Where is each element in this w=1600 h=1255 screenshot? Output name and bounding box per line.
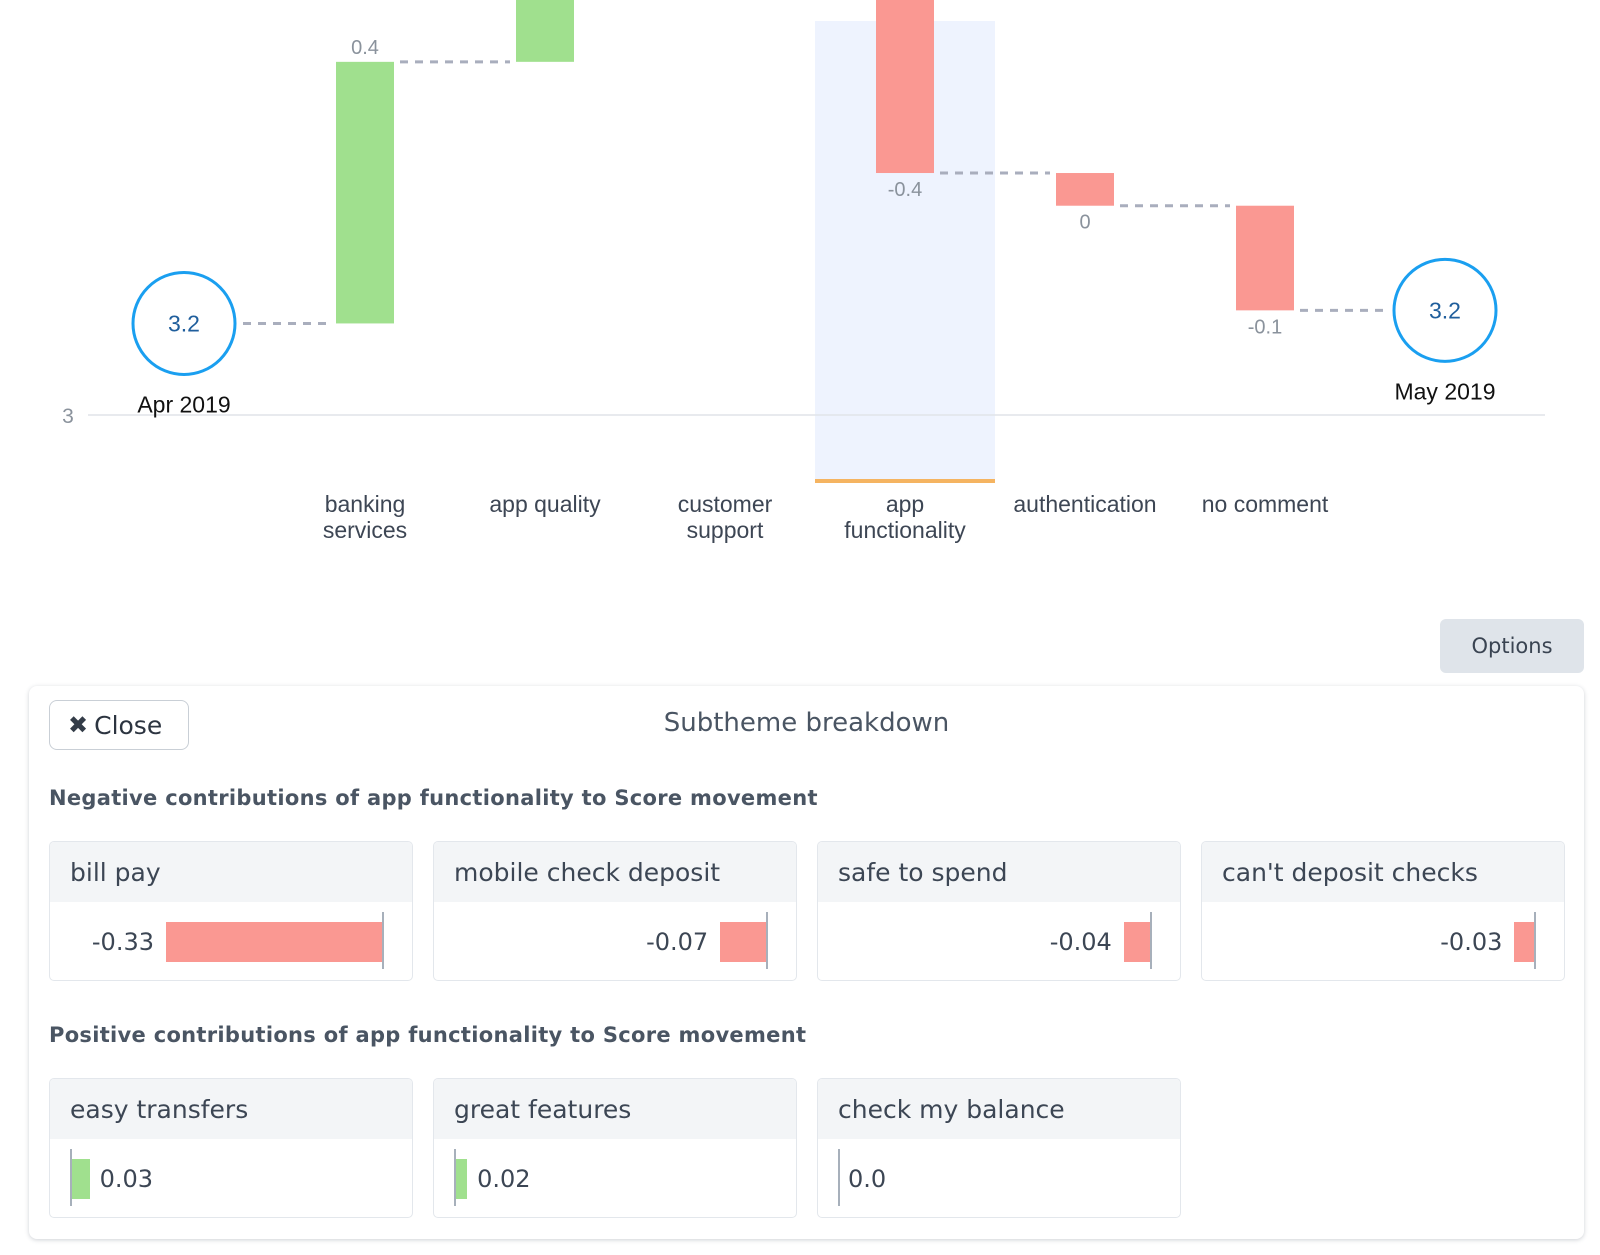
- positive-cards: easy transfers 0.03 great features 0.02 chec…: [49, 1078, 1181, 1218]
- subtheme-name: check my balance: [818, 1079, 1180, 1139]
- start-circle: [131, 270, 237, 376]
- waterfall-bar: [516, 0, 574, 62]
- category-label: no comment: [1202, 491, 1329, 517]
- contribution-bar: [454, 1159, 468, 1199]
- contribution-value: 0.0: [848, 1165, 887, 1193]
- waterfall-bar: [336, 61, 394, 324]
- waterfall-bar: [1056, 173, 1114, 206]
- subtheme-bar-area: -0.03: [1202, 902, 1564, 980]
- contribution-value: 0.02: [477, 1165, 531, 1193]
- subtheme-card[interactable]: check my balance 0.0: [817, 1078, 1181, 1218]
- subtheme-name: mobile check deposit: [434, 842, 796, 902]
- waterfall-bar: [1236, 205, 1294, 311]
- highlight-underline: [815, 479, 995, 483]
- bar-value-label: 0.4: [351, 37, 379, 59]
- subtheme-breakdown-panel: ✖ Close Subtheme breakdown Negative cont…: [29, 686, 1584, 1239]
- close-button[interactable]: ✖ Close: [49, 700, 189, 750]
- positive-section-title: Positive contributions of app functional…: [49, 1023, 807, 1047]
- end-circle: [1392, 257, 1498, 363]
- subtheme-card[interactable]: easy transfers 0.03: [49, 1078, 413, 1218]
- category-label: banking: [325, 491, 406, 517]
- zero-axis-line: [382, 912, 384, 969]
- category-label: support: [687, 517, 764, 543]
- bar-value-label: 0: [1079, 212, 1090, 234]
- start-value: 3.2: [168, 310, 200, 336]
- subtheme-card[interactable]: bill pay -0.33: [49, 841, 413, 981]
- contribution-bar: [1514, 922, 1534, 962]
- category-label: customer: [678, 491, 773, 517]
- subtheme-name: bill pay: [50, 842, 412, 902]
- zero-axis-line: [1534, 912, 1536, 969]
- zero-axis-line: [766, 912, 768, 969]
- category-label: authentication: [1013, 491, 1156, 517]
- contribution-value: -0.04: [1049, 928, 1112, 956]
- subtheme-name: safe to spend: [818, 842, 1180, 902]
- zero-axis-line: [838, 1149, 840, 1206]
- category-label: functionality: [844, 517, 966, 543]
- end-value: 3.2: [1429, 297, 1461, 323]
- subtheme-name: easy transfers: [50, 1079, 412, 1139]
- subtheme-card[interactable]: mobile check deposit -0.07: [433, 841, 797, 981]
- waterfall-chart: 30.4bankingservices0.2app quality0custom…: [62, 0, 1545, 543]
- contribution-bar: [166, 922, 382, 962]
- subtheme-bar-area: 0.0: [818, 1139, 1180, 1217]
- zero-axis-line: [70, 1149, 72, 1206]
- waterfall-bar: [876, 0, 934, 174]
- bar-value-label: -0.1: [1248, 316, 1282, 338]
- category-label: services: [323, 517, 407, 543]
- close-icon: ✖: [68, 711, 89, 739]
- contribution-bar: [70, 1159, 90, 1199]
- start-label: Apr 2019: [137, 391, 230, 417]
- contribution-value: 0.03: [99, 1165, 154, 1193]
- category-label: app: [886, 491, 924, 517]
- zero-axis-line: [454, 1149, 456, 1206]
- subtheme-name: can't deposit checks: [1202, 842, 1564, 902]
- subtheme-bar-area: -0.07: [434, 902, 796, 980]
- contribution-value: -0.33: [91, 928, 154, 956]
- contribution-value: -0.03: [1440, 928, 1503, 956]
- subtheme-bar-area: -0.04: [818, 902, 1180, 980]
- subtheme-bar-area: 0.03: [50, 1139, 412, 1217]
- options-button[interactable]: Options: [1440, 619, 1584, 673]
- panel-title: Subtheme breakdown: [663, 708, 950, 738]
- negative-cards: bill pay -0.33 mobile check deposit -0.07 sa…: [49, 841, 1565, 981]
- contribution-bar: [720, 922, 766, 962]
- subtheme-card[interactable]: great features 0.02: [433, 1078, 797, 1218]
- subtheme-bar-area: 0.02: [434, 1139, 796, 1217]
- negative-section-title: Negative contributions of app functional…: [49, 786, 818, 810]
- close-label: Close: [94, 710, 163, 740]
- subtheme-card[interactable]: safe to spend -0.04: [817, 841, 1181, 981]
- subtheme-card[interactable]: can't deposit checks -0.03: [1201, 841, 1565, 981]
- bar-value-label: -0.4: [888, 179, 922, 201]
- subtheme-bar-area: -0.33: [50, 902, 412, 980]
- contribution-value: -0.07: [646, 928, 709, 956]
- end-label: May 2019: [1394, 378, 1495, 404]
- zero-axis-line: [1150, 912, 1152, 969]
- contribution-bar: [1123, 922, 1150, 962]
- category-label: app quality: [489, 491, 601, 517]
- y-tick-label: 3: [62, 405, 74, 428]
- subtheme-name: great features: [434, 1079, 796, 1139]
